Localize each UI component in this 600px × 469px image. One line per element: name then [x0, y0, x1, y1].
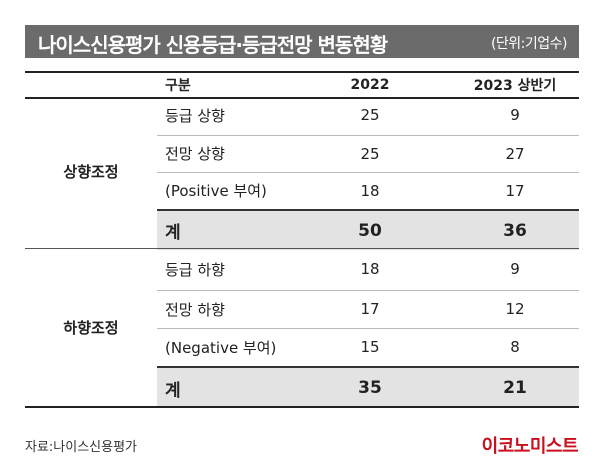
value-2023h1: 36	[503, 220, 527, 241]
group-divider	[25, 248, 579, 249]
table-row: 등급 하향 18 9	[157, 248, 579, 291]
total-row: 계 50 36	[157, 209, 579, 250]
header-row: 구분 2022 2023 상반기	[25, 71, 579, 99]
value-2023h1: 8	[510, 338, 520, 356]
value-2023h1: 12	[505, 300, 525, 318]
row-label: (Negative 부여)	[165, 338, 277, 357]
value-2022: 50	[358, 220, 382, 241]
row-label: 등급 하향	[165, 260, 225, 279]
value-2022: 18	[360, 181, 380, 200]
row-label: (Positive 부여)	[165, 182, 267, 200]
header-2023h1: 2023 상반기	[473, 78, 557, 94]
unit-label: (단위:기업수)	[490, 36, 568, 52]
value-2022: 17	[360, 300, 380, 318]
table-row: 전망 하향 17 12	[157, 290, 579, 329]
row-label: 등급 상향	[165, 106, 225, 125]
title-bar: 나이스신용평가 신용등급·등급전망 변동현황 (단위:기업수)	[25, 25, 579, 58]
group-label: 하향조정	[63, 318, 119, 337]
value-2023h1: 27	[505, 144, 525, 163]
value-2022: 15	[360, 338, 380, 356]
value-2022: 25	[360, 106, 380, 124]
value-2023h1: 17	[505, 181, 525, 200]
total-row: 계 35 21	[157, 366, 579, 408]
value-2022: 25	[360, 144, 380, 163]
row-label: 전망 상향	[165, 145, 225, 163]
value-2022: 18	[360, 260, 380, 278]
table-row: (Positive 부여) 18 17	[157, 172, 579, 210]
value-2023h1: 9	[510, 106, 520, 124]
row-label: 전망 하향	[165, 300, 225, 319]
table-row: (Negative 부여) 15 8	[157, 328, 579, 367]
table-row: 등급 상향 25 9	[157, 95, 579, 136]
table-bottom-line	[25, 406, 579, 408]
table-title: 나이스신용평가 신용등급·등급전망 변동현황	[38, 33, 388, 57]
row-label: 계	[165, 380, 181, 401]
value-2023h1: 9	[510, 260, 520, 278]
header-category: 구분	[165, 78, 191, 94]
value-2022: 35	[358, 378, 382, 398]
group-label: 상향조정	[63, 163, 119, 181]
row-label: 계	[165, 223, 181, 243]
header-2022: 2022	[350, 77, 390, 93]
publisher-logo: 이코노미스트	[481, 436, 579, 457]
value-2023h1: 21	[503, 378, 527, 398]
source-note: 자료:나이스신용평가	[25, 440, 138, 455]
table-row: 전망 상향 25 27	[157, 135, 579, 173]
